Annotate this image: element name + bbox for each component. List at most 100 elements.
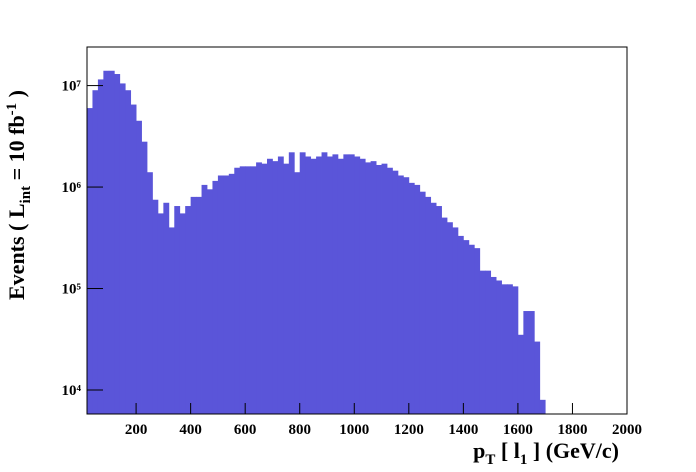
bar (147, 172, 153, 414)
y-tick-label: 10⁷ (62, 79, 82, 95)
bar (267, 158, 273, 414)
bar (136, 120, 142, 415)
bar (168, 227, 175, 414)
bar (288, 152, 295, 414)
bar (327, 156, 333, 414)
bar (190, 196, 197, 414)
bar (245, 166, 252, 414)
bar (403, 177, 410, 414)
bar (512, 286, 519, 414)
y-axis-title-part: Events ( L (4, 203, 29, 300)
x-axis-title-part: ] (GeV/c) (527, 438, 619, 463)
bar (87, 108, 93, 414)
bar (114, 74, 121, 415)
bar (507, 284, 513, 414)
bar (179, 213, 186, 414)
bar (468, 244, 475, 414)
bar (157, 213, 164, 414)
bar (539, 399, 546, 414)
bar (217, 175, 224, 414)
bar (305, 156, 312, 414)
bar (119, 83, 126, 414)
bar (463, 240, 470, 414)
bar (310, 158, 317, 414)
bar (261, 163, 268, 414)
bar (457, 235, 464, 414)
bar (381, 163, 388, 414)
bar (316, 156, 322, 414)
y-axis-title-part: = 10 fb (4, 115, 29, 186)
bar (283, 163, 290, 414)
x-axis-title-part: T (485, 452, 495, 468)
bar (534, 341, 541, 414)
bar (152, 199, 159, 414)
y-axis-title-part: ) (4, 90, 29, 103)
bar (479, 270, 486, 414)
bar (108, 70, 115, 414)
bar (528, 311, 535, 414)
bar (141, 141, 148, 414)
plot-area (87, 70, 546, 415)
bar (223, 175, 230, 414)
bar (125, 90, 132, 414)
bar (387, 167, 393, 414)
x-axis-title-part: [ l (495, 438, 519, 463)
bar (441, 217, 448, 414)
bar (97, 79, 104, 415)
bar (517, 334, 524, 414)
x-tick-label: 1600 (503, 422, 533, 438)
bar (321, 152, 328, 414)
bar (277, 156, 284, 414)
bar (490, 276, 497, 414)
x-axis-title: pT [ l1 ] (GeV/c) (473, 438, 619, 468)
y-axis-title-part: -1 (4, 103, 20, 116)
bar (185, 206, 192, 414)
x-tick-label: 1000 (339, 422, 369, 438)
bar (337, 158, 344, 414)
x-tick-label: 600 (234, 422, 257, 438)
bar (485, 270, 492, 414)
bar (256, 162, 262, 414)
bar (332, 154, 339, 415)
bar (272, 161, 279, 414)
bar (447, 222, 453, 414)
bar (343, 154, 350, 415)
bar (234, 167, 241, 414)
x-tick-label: 200 (125, 422, 148, 438)
bar (436, 206, 442, 414)
bar (474, 248, 481, 414)
bar (376, 164, 382, 414)
x-tick-label: 1200 (394, 422, 424, 438)
bar (207, 189, 213, 414)
y-tick-label: 10⁵ (62, 282, 82, 298)
y-axis-title-part: int (18, 186, 34, 204)
bar (370, 161, 377, 414)
bar (299, 152, 306, 414)
bar (348, 154, 355, 415)
bar (496, 280, 502, 414)
bar (196, 196, 202, 414)
bar (163, 202, 170, 414)
x-axis-title-part: 1 (520, 452, 528, 468)
bar (392, 170, 399, 414)
bar (228, 173, 235, 414)
bar (365, 162, 372, 414)
bar (523, 311, 530, 414)
bar (174, 206, 181, 414)
bar (294, 172, 301, 414)
bar (201, 184, 208, 414)
bar (419, 191, 426, 414)
bar (452, 227, 459, 414)
bar (501, 284, 508, 414)
x-tick-label: 2000 (612, 422, 642, 438)
bar (103, 70, 110, 414)
y-tick-label: 10⁶ (62, 180, 82, 196)
bar (397, 175, 404, 414)
y-axis-title: Events ( Lint = 10 fb-1 ) (4, 90, 34, 300)
x-axis-title-part: p (473, 438, 485, 463)
bar (425, 196, 432, 414)
bar (354, 156, 361, 414)
bar (414, 184, 421, 414)
